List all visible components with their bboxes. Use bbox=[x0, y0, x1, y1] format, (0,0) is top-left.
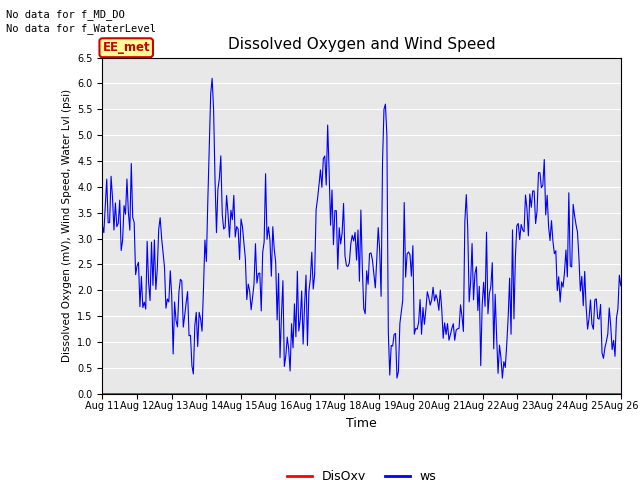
DisOxy bbox=[279, 391, 287, 396]
X-axis label: Time: Time bbox=[346, 417, 377, 430]
ws bbox=[617, 283, 625, 288]
Title: Dissolved Oxygen and Wind Speed: Dissolved Oxygen and Wind Speed bbox=[228, 37, 495, 52]
ws bbox=[326, 222, 334, 228]
Text: No data for f_MD_DO: No data for f_MD_DO bbox=[6, 9, 125, 20]
DisOxy bbox=[253, 391, 260, 396]
ws bbox=[99, 223, 106, 228]
ws bbox=[208, 75, 216, 81]
Line: ws: ws bbox=[102, 78, 621, 378]
ws bbox=[280, 363, 288, 369]
ws bbox=[393, 375, 401, 381]
Legend: DisOxy, ws: DisOxy, ws bbox=[282, 465, 442, 480]
DisOxy bbox=[99, 391, 106, 396]
DisOxy bbox=[588, 391, 596, 396]
ws bbox=[162, 305, 170, 311]
DisOxy bbox=[270, 391, 278, 396]
ws bbox=[591, 297, 598, 303]
ws bbox=[255, 271, 262, 276]
Text: EE_met: EE_met bbox=[102, 41, 150, 54]
Text: No data for f_WaterLevel: No data for f_WaterLevel bbox=[6, 23, 156, 34]
DisOxy bbox=[617, 391, 625, 396]
Y-axis label: Dissolved Oxygen (mV), Wind Speed, Water Lvl (psi): Dissolved Oxygen (mV), Wind Speed, Water… bbox=[61, 89, 72, 362]
DisOxy bbox=[325, 391, 333, 396]
DisOxy bbox=[162, 391, 170, 396]
ws bbox=[272, 259, 280, 265]
